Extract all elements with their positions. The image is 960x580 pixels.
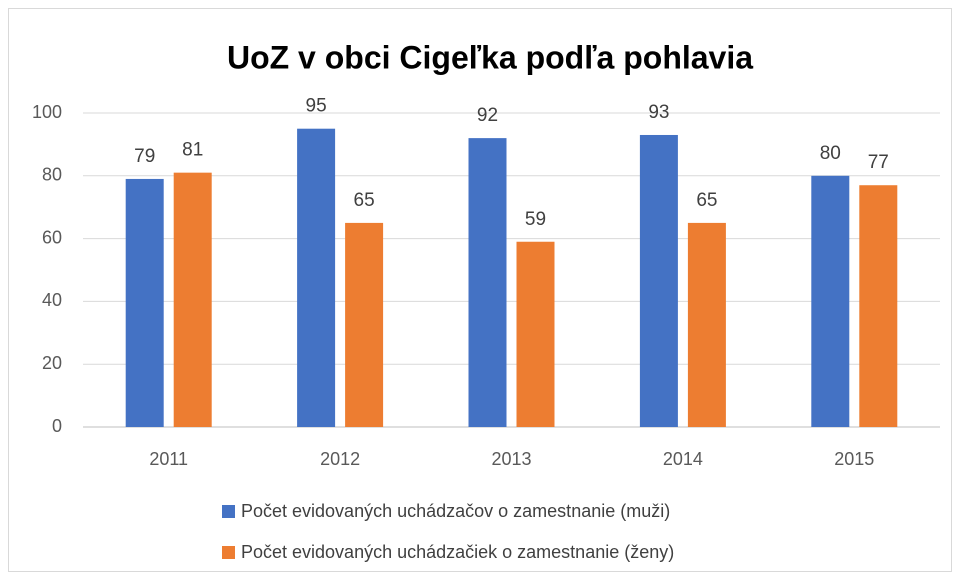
value-label: 77 xyxy=(868,152,889,173)
x-tick-label: 2014 xyxy=(663,449,703,469)
bar xyxy=(859,185,898,427)
legend-label: Počet evidovaných uchádzačiek o zamestna… xyxy=(241,542,674,562)
y-tick-label: 40 xyxy=(42,290,62,310)
bar xyxy=(639,134,678,428)
bar xyxy=(468,138,507,427)
x-tick-label: 2013 xyxy=(491,449,531,469)
y-tick-label: 100 xyxy=(32,102,62,122)
value-label: 79 xyxy=(134,146,155,167)
bar xyxy=(687,222,726,427)
bar xyxy=(297,128,336,427)
bar xyxy=(516,241,555,427)
y-tick-label: 0 xyxy=(52,416,62,436)
x-tick-label: 2011 xyxy=(149,449,188,469)
x-tick-label: 2012 xyxy=(320,449,360,469)
value-label: 80 xyxy=(820,143,841,164)
y-tick-label: 80 xyxy=(42,165,62,185)
value-label: 95 xyxy=(306,96,327,117)
value-label: 59 xyxy=(525,209,546,230)
y-tick-label: 20 xyxy=(42,353,62,373)
bar xyxy=(345,222,384,427)
bar xyxy=(811,175,850,427)
value-label: 92 xyxy=(477,105,498,126)
bar xyxy=(173,172,212,427)
x-tick-label: 2015 xyxy=(834,449,874,469)
chart-title: UoZ v obci Cigeľka podľa pohlavia xyxy=(227,39,753,75)
bar xyxy=(125,178,164,427)
value-label: 81 xyxy=(182,140,203,161)
value-label: 65 xyxy=(696,190,717,211)
value-label: 93 xyxy=(648,102,669,123)
legend-swatch xyxy=(222,546,235,559)
y-tick-label: 60 xyxy=(42,227,62,247)
legend-swatch xyxy=(222,505,235,518)
legend-label: Počet evidovaných uchádzačov o zamestnan… xyxy=(241,501,670,521)
value-label: 65 xyxy=(354,190,375,211)
